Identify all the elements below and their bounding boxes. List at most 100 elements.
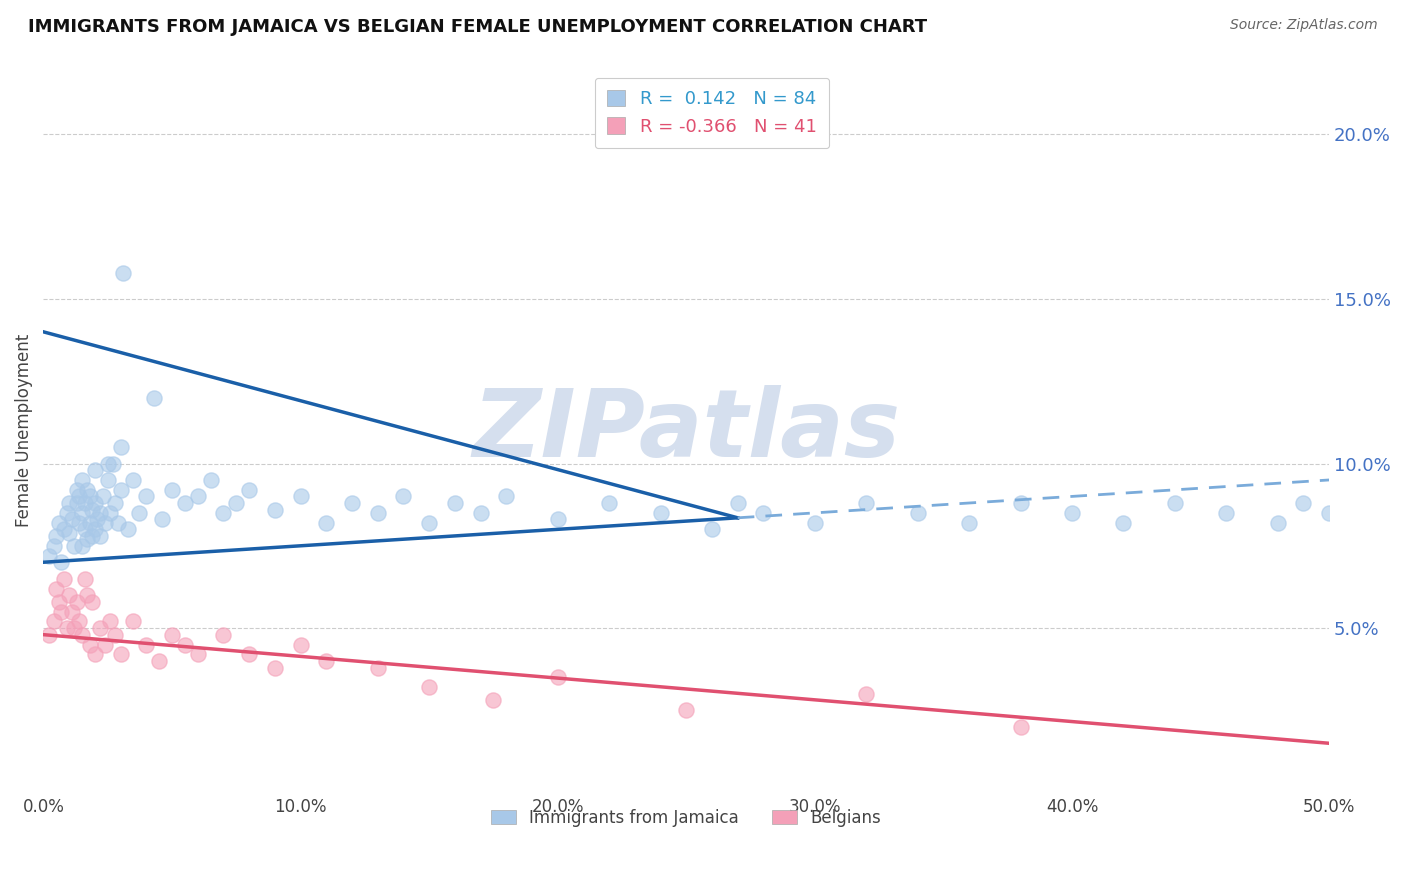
Point: [315, 516, 337, 530]
Text: Source: ZipAtlas.com: Source: ZipAtlas.com: [1230, 18, 1378, 32]
Point: [55, 621, 77, 635]
Point: [143, 391, 166, 405]
Point: [97, 473, 120, 487]
Point: [48, 595, 70, 609]
Point: [82, 529, 104, 543]
Point: [1215, 506, 1237, 520]
Point: [91, 490, 114, 504]
Point: [98, 615, 121, 629]
Point: [83, 496, 105, 510]
Point: [148, 654, 170, 668]
Point: [225, 496, 247, 510]
Point: [73, 496, 96, 510]
Point: [73, 572, 96, 586]
Point: [187, 490, 209, 504]
Point: [104, 496, 127, 510]
Point: [104, 628, 127, 642]
Point: [107, 516, 129, 530]
Point: [89, 529, 111, 543]
Point: [70, 539, 93, 553]
Point: [89, 506, 111, 520]
Point: [238, 483, 260, 497]
Point: [67, 615, 90, 629]
Point: [79, 638, 101, 652]
Point: [290, 490, 312, 504]
Point: [495, 490, 517, 504]
Point: [66, 595, 89, 609]
Point: [79, 490, 101, 504]
Point: [263, 502, 285, 516]
Point: [79, 516, 101, 530]
Point: [66, 496, 89, 510]
Point: [418, 681, 440, 695]
Point: [67, 516, 90, 530]
Point: [212, 506, 235, 520]
Point: [110, 440, 132, 454]
Point: [727, 496, 749, 510]
Legend: Immigrants from Jamaica, Belgians: Immigrants from Jamaica, Belgians: [482, 800, 890, 835]
Point: [470, 506, 492, 520]
Text: ZIPatlas: ZIPatlas: [472, 384, 900, 476]
Point: [418, 516, 440, 530]
Point: [83, 522, 105, 536]
Point: [83, 463, 105, 477]
Point: [42, 615, 65, 629]
Point: [89, 621, 111, 635]
Point: [67, 490, 90, 504]
Point: [86, 512, 108, 526]
Point: [97, 457, 120, 471]
Point: [392, 490, 415, 504]
Point: [53, 572, 76, 586]
Point: [51, 555, 73, 569]
Point: [128, 506, 150, 520]
Point: [117, 522, 139, 536]
Point: [82, 502, 104, 516]
Point: [51, 605, 73, 619]
Point: [1292, 496, 1315, 510]
Point: [38, 628, 60, 642]
Point: [98, 506, 121, 520]
Point: [48, 516, 70, 530]
Point: [598, 496, 620, 510]
Point: [907, 506, 929, 520]
Y-axis label: Female Unemployment: Female Unemployment: [15, 334, 32, 527]
Point: [94, 638, 117, 652]
Point: [957, 516, 980, 530]
Point: [1317, 506, 1340, 520]
Point: [1010, 720, 1032, 734]
Point: [200, 473, 222, 487]
Point: [700, 522, 723, 536]
Point: [547, 512, 569, 526]
Point: [150, 512, 173, 526]
Point: [340, 496, 363, 510]
Point: [60, 605, 83, 619]
Point: [110, 483, 132, 497]
Point: [122, 615, 145, 629]
Point: [53, 522, 76, 536]
Point: [173, 638, 195, 652]
Point: [70, 473, 93, 487]
Point: [1112, 516, 1135, 530]
Point: [160, 483, 183, 497]
Point: [82, 595, 104, 609]
Point: [135, 490, 157, 504]
Point: [547, 670, 569, 684]
Point: [444, 496, 467, 510]
Text: IMMIGRANTS FROM JAMAICA VS BELGIAN FEMALE UNEMPLOYMENT CORRELATION CHART: IMMIGRANTS FROM JAMAICA VS BELGIAN FEMAL…: [28, 18, 927, 36]
Point: [76, 483, 98, 497]
Point: [58, 588, 80, 602]
Point: [173, 496, 195, 510]
Point: [76, 588, 98, 602]
Point: [315, 654, 337, 668]
Point: [38, 549, 60, 563]
Point: [1164, 496, 1187, 510]
Point: [804, 516, 827, 530]
Point: [110, 648, 132, 662]
Point: [45, 582, 67, 596]
Point: [1267, 516, 1289, 530]
Point: [290, 638, 312, 652]
Point: [94, 516, 117, 530]
Point: [73, 522, 96, 536]
Point: [63, 539, 86, 553]
Point: [135, 638, 157, 652]
